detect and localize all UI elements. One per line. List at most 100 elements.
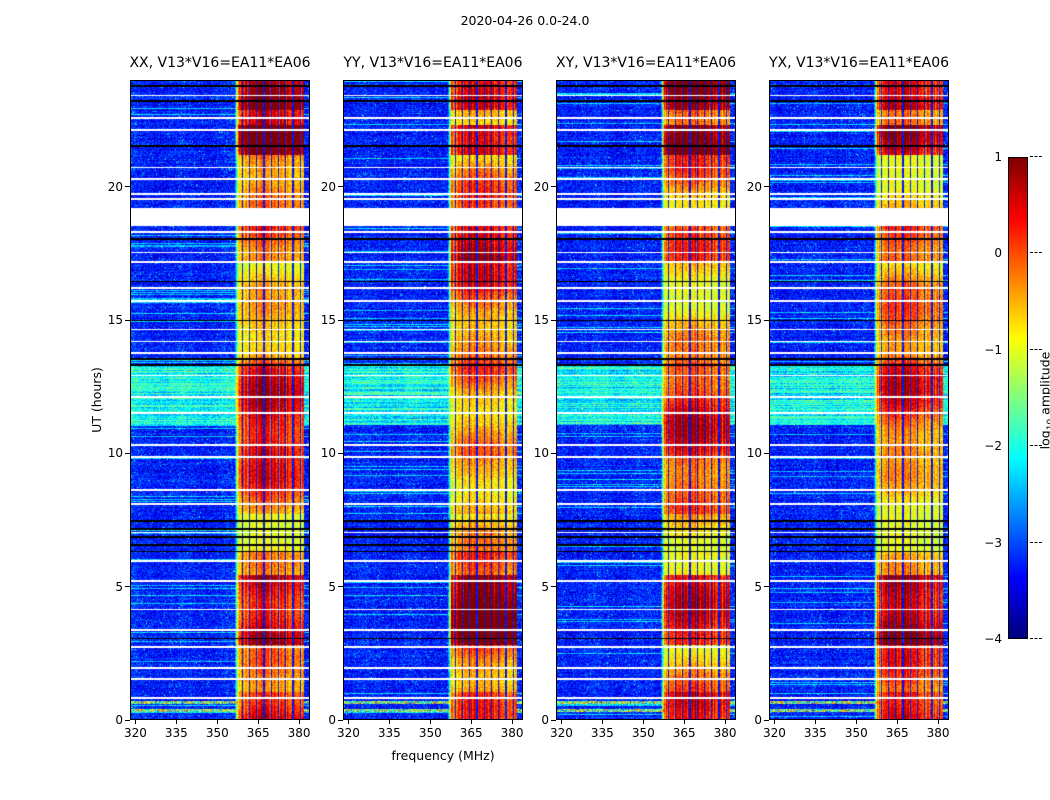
colorbar-tick-label: −2: [984, 439, 1002, 454]
colorbar: 1 0 −1 −2 −3 −4: [984, 150, 1042, 646]
x-tick-mark: [511, 720, 513, 724]
panel-title-yx: YX, V13*V16=EA11*EA06: [768, 55, 950, 71]
y-tick-label: 0: [328, 713, 336, 727]
x-tick-mark: [347, 720, 349, 724]
y-tick-label: 20: [107, 179, 123, 194]
colorbar-tick-label: −1: [984, 342, 1002, 357]
y-tick-label: 20: [746, 179, 762, 194]
y-tick-mark: [125, 586, 130, 588]
colorbar-tick-label: −4: [984, 632, 1002, 646]
y-tick-label: 20: [320, 179, 336, 194]
colorbar-tick-mark: [1030, 252, 1042, 254]
x-tick-label: 380: [713, 726, 737, 740]
y-tick-mark: [764, 452, 769, 454]
spectrogram-canvas-yy: [344, 81, 522, 719]
y-tick-mark: [551, 719, 556, 721]
figure-suptitle: 2020-04-26 0.0-24.0: [460, 13, 590, 28]
y-tick-mark: [551, 586, 556, 588]
plot-area-xx: [130, 80, 310, 720]
y-axis-label: UT (hours): [89, 367, 104, 433]
y-tick-mark: [338, 586, 343, 588]
y-tick-mark: [125, 319, 130, 321]
y-tick-label: 0: [115, 713, 123, 727]
y-tick-label: 10: [107, 446, 123, 461]
y-tick-label: 5: [328, 579, 336, 594]
x-tick-label: 335: [803, 726, 827, 740]
y-tick-label: 15: [107, 313, 123, 327]
x-tick-label: 365: [672, 726, 696, 740]
y-tick-mark: [338, 319, 343, 321]
spectrogram-panel-xx: XX, V13*V16=EA11*EA06 320 335 350 365 380 0 5 1…: [108, 55, 311, 740]
x-tick-label: 335: [164, 726, 188, 740]
colorbar-tick-label: −3: [984, 535, 1002, 550]
x-tick-label: 320: [337, 726, 360, 740]
y-tick-mark: [125, 719, 130, 721]
x-tick-mark: [601, 720, 603, 724]
colorbar-tick-mark: [1030, 541, 1042, 543]
spectrogram-panel-yx: YX, V13*V16=EA11*EA06 320 335 350 365 380 0 5 1…: [747, 55, 950, 740]
y-tick-mark: [764, 319, 769, 321]
x-tick-mark: [773, 720, 775, 724]
y-tick-label: 10: [320, 446, 336, 461]
y-tick-mark: [338, 452, 343, 454]
x-tick-label: 380: [926, 726, 950, 740]
x-tick-mark: [134, 720, 136, 724]
colorbar-tick-mark: [1030, 156, 1042, 157]
colorbar-gradient: [1009, 158, 1027, 638]
colorbar-label-amplitude: amplitude: [1037, 351, 1050, 415]
y-tick-mark: [764, 586, 769, 588]
y-tick-label: 15: [533, 313, 549, 327]
colorbar-tick-label: 0: [994, 246, 1002, 261]
x-tick-label: 320: [763, 726, 786, 740]
y-tick-mark: [551, 319, 556, 321]
y-tick-mark: [764, 186, 769, 188]
spectrogram-panel-yy: YY, V13*V16=EA11*EA06 320 335 350 365 380 0 5 1…: [321, 55, 524, 740]
x-tick-label: 350: [418, 726, 442, 740]
panel-title-xx: XX, V13*V16=EA11*EA06: [129, 55, 311, 71]
colorbar-tick-label: 1: [994, 150, 1002, 164]
x-tick-label: 320: [550, 726, 573, 740]
x-axis-label: frequency (MHz): [391, 748, 495, 763]
x-tick-label: 320: [124, 726, 147, 740]
y-tick-label: 0: [754, 713, 762, 727]
colorbar-label: log10 amplitude: [1038, 331, 1050, 471]
colorbar-tick-mark: [1030, 348, 1042, 350]
plot-area-yx: [769, 80, 949, 720]
x-tick-label: 365: [459, 726, 483, 740]
plot-area-xy: [556, 80, 736, 720]
y-tick-mark: [125, 452, 130, 454]
colorbar-tick-mark: [1030, 445, 1042, 447]
x-tick-mark: [560, 720, 562, 724]
y-tick-label: 5: [115, 579, 123, 594]
x-tick-label: 380: [500, 726, 524, 740]
x-tick-label: 365: [246, 726, 270, 740]
y-tick-mark: [764, 719, 769, 721]
y-tick-mark: [125, 186, 130, 188]
x-tick-label: 380: [287, 726, 311, 740]
x-tick-mark: [855, 720, 857, 724]
colorbar-label-log: log: [1037, 430, 1050, 450]
x-tick-mark: [814, 720, 816, 724]
x-tick-mark: [216, 720, 218, 724]
y-tick-mark: [551, 186, 556, 188]
x-tick-label: 335: [377, 726, 401, 740]
x-tick-label: 365: [885, 726, 909, 740]
x-tick-label: 335: [590, 726, 614, 740]
spectrogram-canvas-yx: [770, 81, 948, 719]
y-tick-label: 15: [746, 313, 762, 327]
x-tick-mark: [724, 720, 726, 724]
x-tick-label: 350: [844, 726, 868, 740]
panel-title-yy: YY, V13*V16=EA11*EA06: [343, 55, 523, 71]
x-tick-mark: [257, 720, 259, 724]
x-tick-mark: [470, 720, 472, 724]
colorbar-box: [1008, 157, 1028, 639]
x-tick-mark: [388, 720, 390, 724]
y-tick-label: 10: [533, 446, 549, 461]
x-tick-mark: [429, 720, 431, 724]
x-tick-mark: [298, 720, 300, 724]
y-tick-mark: [551, 452, 556, 454]
x-tick-mark: [642, 720, 644, 724]
x-tick-label: 350: [205, 726, 229, 740]
colorbar-label-sub: 10: [1046, 418, 1050, 431]
